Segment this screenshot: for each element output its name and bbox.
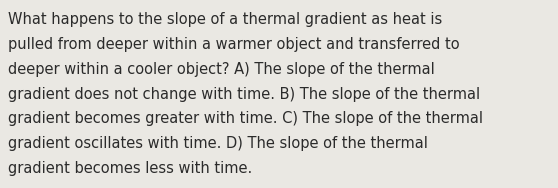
- Text: pulled from deeper within a warmer object and transferred to: pulled from deeper within a warmer objec…: [8, 37, 459, 52]
- Text: gradient becomes less with time.: gradient becomes less with time.: [8, 161, 252, 176]
- Text: gradient becomes greater with time. C) The slope of the thermal: gradient becomes greater with time. C) T…: [8, 111, 483, 127]
- Text: gradient oscillates with time. D) The slope of the thermal: gradient oscillates with time. D) The sl…: [8, 136, 427, 151]
- Text: gradient does not change with time. B) The slope of the thermal: gradient does not change with time. B) T…: [8, 87, 480, 102]
- Text: What happens to the slope of a thermal gradient as heat is: What happens to the slope of a thermal g…: [8, 12, 442, 27]
- Text: deeper within a cooler object? A) The slope of the thermal: deeper within a cooler object? A) The sl…: [8, 62, 435, 77]
